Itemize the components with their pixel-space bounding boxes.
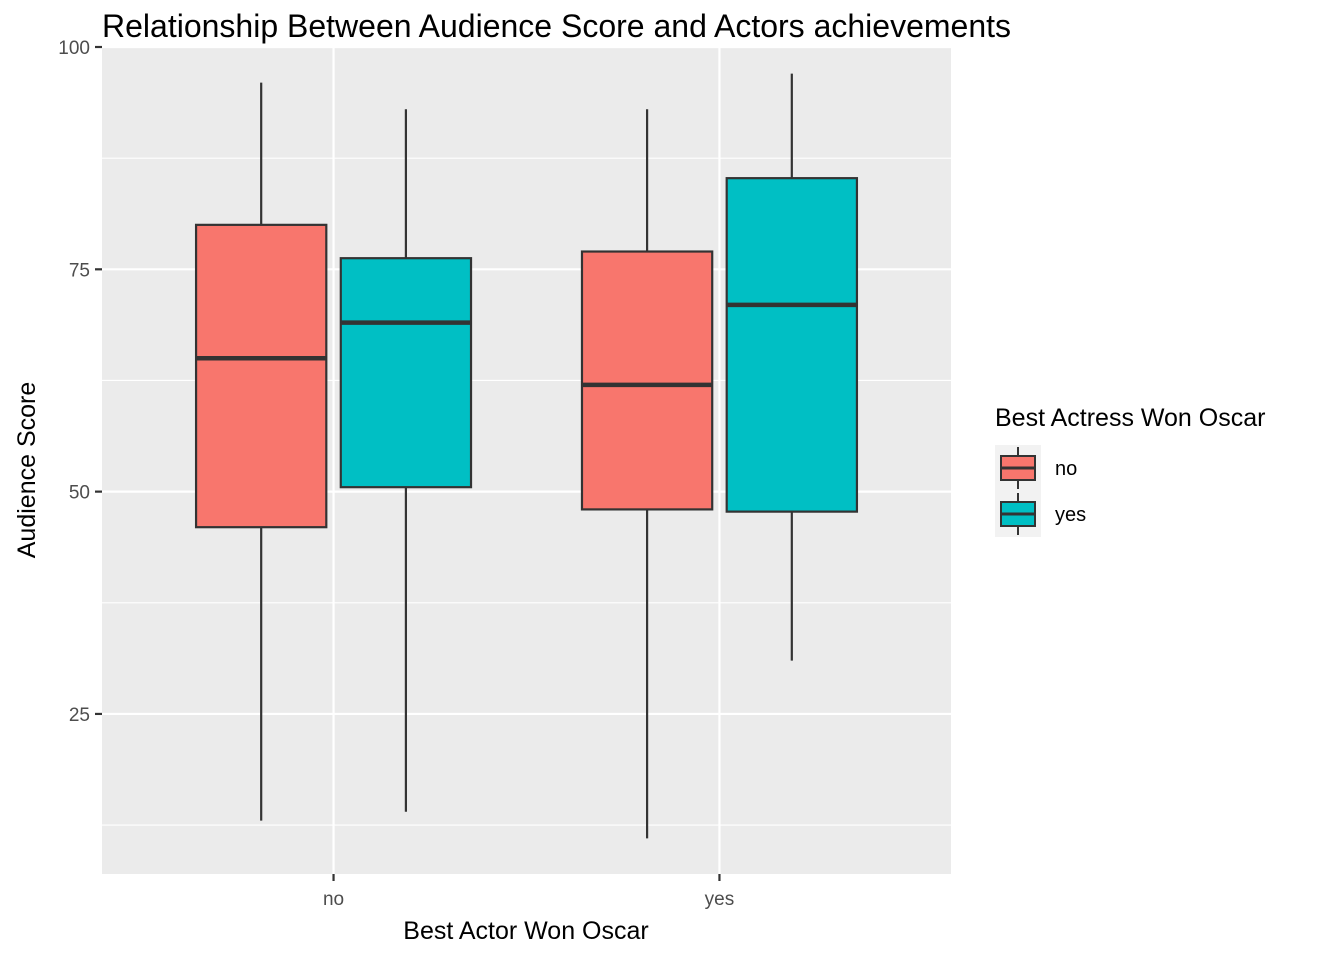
- legend-item-no: no: [995, 445, 1077, 491]
- boxes-layer: [194, 73, 859, 839]
- legend-item-yes: yes: [995, 491, 1086, 537]
- y-axis-title: Audience Score: [13, 382, 41, 559]
- x-tick-label: yes: [705, 889, 735, 910]
- legend: Best Actress Won Oscar no yes: [995, 404, 1265, 537]
- y-tick-label: 50: [69, 483, 90, 504]
- legend-label: no: [1055, 458, 1077, 480]
- boxplot-yes-yes: [725, 73, 859, 661]
- boxplot-yes-no: [580, 109, 714, 839]
- box-iqr: [725, 177, 859, 513]
- box-iqr: [339, 257, 473, 489]
- y-tick-label: 100: [58, 38, 90, 59]
- boxplot-no-no: [194, 82, 328, 821]
- chart-title: Relationship Between Audience Score and …: [102, 8, 1011, 44]
- boxplot-no-yes: [339, 109, 473, 812]
- y-tick-label: 25: [69, 705, 90, 726]
- x-tick-label: no: [323, 889, 344, 910]
- y-axis: 25 50 75 100: [58, 38, 102, 726]
- legend-label: yes: [1055, 504, 1086, 526]
- y-tick-label: 75: [69, 260, 90, 281]
- legend-title: Best Actress Won Oscar: [995, 404, 1265, 432]
- x-axis: no yes: [323, 874, 734, 910]
- box-iqr: [194, 223, 328, 529]
- x-axis-title: Best Actor Won Oscar: [403, 917, 648, 945]
- box-iqr: [580, 250, 714, 511]
